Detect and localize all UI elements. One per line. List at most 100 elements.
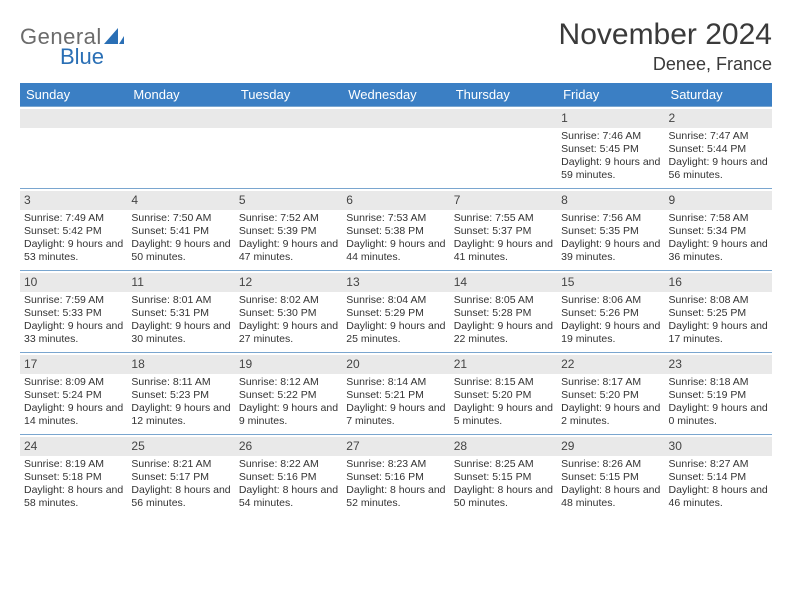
- calendar-cell: 29Sunrise: 8:26 AMSunset: 5:15 PMDayligh…: [557, 435, 664, 517]
- sunrise-line: Sunrise: 8:17 AM: [561, 376, 660, 389]
- calendar-week-row: 3 Sunrise: 7:49 AMSunset: 5:42 PM Daylight…: [20, 189, 772, 271]
- calendar-cell: 23Sunrise: 8:18 AMSunset: 5:19 PMDayligh…: [665, 353, 772, 435]
- sunset-line: Sunset: 5:33 PM: [24, 307, 123, 320]
- calendar-table: Sunday Monday Tuesday Wednesday Thursday…: [20, 83, 772, 517]
- daylight-line: Daylight: 9 hours and 17 minutes.: [669, 320, 768, 346]
- day-detail: Sunrise: 8:04 AMSunset: 5:29 PMDaylight:…: [346, 294, 445, 347]
- sunrise-line: Sunrise: 7:56 AM: [561, 212, 660, 225]
- sunset-line: Sunset: 5:37 PM: [454, 225, 553, 238]
- col-tuesday: Tuesday: [235, 83, 342, 107]
- calendar-cell: 27Sunrise: 8:23 AMSunset: 5:16 PMDayligh…: [342, 435, 449, 517]
- title-month-year: November 2024: [559, 18, 772, 52]
- sunrise-line: Sunrise: 8:15 AM: [454, 376, 553, 389]
- daylight-line: Daylight: 8 hours and 58 minutes.: [24, 484, 123, 510]
- calendar-cell: 7Sunrise: 7:55 AMSunset: 5:37 PMDaylight…: [450, 189, 557, 271]
- title-location: Denee, France: [559, 54, 772, 75]
- daylight-line: Daylight: 9 hours and 27 minutes.: [239, 320, 338, 346]
- sunset-line: Sunset: 5:16 PM: [239, 471, 338, 484]
- sunset-line: Sunset: 5:45 PM: [561, 143, 660, 156]
- brand-text: General Blue: [20, 24, 124, 70]
- sunrise-line: Sunrise: 7:46 AM: [561, 130, 660, 143]
- sunrise-line: Sunrise: 8:05 AM: [454, 294, 553, 307]
- sunset-line: Sunset: 5:14 PM: [669, 471, 768, 484]
- day-number: 18: [127, 355, 234, 374]
- calendar-cell: 18 Sunrise: 8:11 AMSunset: 5:23 PMDayligh…: [127, 353, 234, 435]
- day-number: 21: [450, 355, 557, 374]
- day-detail: Sunrise: 7:55 AMSunset: 5:37 PMDaylight:…: [454, 212, 553, 265]
- sunset-line: Sunset: 5:25 PM: [669, 307, 768, 320]
- day-detail: Sunrise: 8:14 AMSunset: 5:21 PMDaylight:…: [346, 376, 445, 429]
- day-number: 22: [557, 355, 664, 374]
- calendar-cell: 10 Sunrise: 7:59 AMSunset: 5:33 PMDayligh…: [20, 271, 127, 353]
- sunset-line: Sunset: 5:24 PM: [24, 389, 123, 402]
- calendar-cell: [342, 107, 449, 189]
- calendar-cell: 28Sunrise: 8:25 AMSunset: 5:15 PMDayligh…: [450, 435, 557, 517]
- day-number: 13: [342, 273, 449, 292]
- col-friday: Friday: [557, 83, 664, 107]
- sunrise-line: Sunrise: 8:21 AM: [131, 458, 230, 471]
- day-detail: Sunrise: 8:15 AMSunset: 5:20 PMDaylight:…: [454, 376, 553, 429]
- daylight-line: Daylight: 9 hours and 9 minutes.: [239, 402, 338, 428]
- daylight-line: Daylight: 9 hours and 56 minutes.: [669, 156, 768, 182]
- sunrise-line: Sunrise: 8:01 AM: [131, 294, 230, 307]
- day-detail: Sunrise: 8:12 AMSunset: 5:22 PMDaylight:…: [239, 376, 338, 429]
- daylight-line: Daylight: 9 hours and 36 minutes.: [669, 238, 768, 264]
- day-number: 2: [665, 109, 772, 128]
- sunrise-line: Sunrise: 7:49 AM: [24, 212, 123, 225]
- sunset-line: Sunset: 5:44 PM: [669, 143, 768, 156]
- daylight-line: Daylight: 9 hours and 2 minutes.: [561, 402, 660, 428]
- calendar-cell: 1Sunrise: 7:46 AMSunset: 5:45 PMDaylight…: [557, 107, 664, 189]
- sunrise-line: Sunrise: 8:19 AM: [24, 458, 123, 471]
- sunset-line: Sunset: 5:20 PM: [561, 389, 660, 402]
- daylight-line: Daylight: 9 hours and 50 minutes.: [131, 238, 230, 264]
- day-number: 10: [20, 273, 127, 292]
- sail-icon: [104, 24, 124, 50]
- daylight-line: Daylight: 9 hours and 39 minutes.: [561, 238, 660, 264]
- calendar-cell: [235, 107, 342, 189]
- calendar-cell: 16Sunrise: 8:08 AMSunset: 5:25 PMDayligh…: [665, 271, 772, 353]
- col-thursday: Thursday: [450, 83, 557, 107]
- calendar-cell: 3Sunrise: 7:49 AMSunset: 5:42 PMDaylight…: [20, 189, 127, 271]
- day-number-blank: [127, 109, 234, 128]
- calendar-cell: 5Sunrise: 7:52 AMSunset: 5:39 PMDaylight…: [235, 189, 342, 271]
- calendar-cell: 26Sunrise: 8:22 AMSunset: 5:16 PMDayligh…: [235, 435, 342, 517]
- sunrise-line: Sunrise: 8:04 AM: [346, 294, 445, 307]
- day-detail: Sunrise: 8:02 AMSunset: 5:30 PMDaylight:…: [239, 294, 338, 347]
- day-number: 26: [235, 437, 342, 456]
- daylight-line: Daylight: 9 hours and 41 minutes.: [454, 238, 553, 264]
- calendar-cell: [127, 107, 234, 189]
- day-number: 17: [20, 355, 127, 374]
- day-number: 14: [450, 273, 557, 292]
- day-detail: Sunrise: 8:19 AMSunset: 5:18 PMDaylight:…: [24, 458, 123, 511]
- calendar-cell: 2Sunrise: 7:47 AMSunset: 5:44 PMDaylight…: [665, 107, 772, 189]
- sunset-line: Sunset: 5:21 PM: [346, 389, 445, 402]
- day-number: 3: [20, 191, 127, 210]
- daylight-line: Daylight: 9 hours and 7 minutes.: [346, 402, 445, 428]
- page-header: General Blue November 2024 Denee, France: [20, 18, 772, 75]
- sunset-line: Sunset: 5:35 PM: [561, 225, 660, 238]
- day-detail: Sunrise: 7:53 AMSunset: 5:38 PMDaylight:…: [346, 212, 445, 265]
- col-monday: Monday: [127, 83, 234, 107]
- daylight-line: Daylight: 9 hours and 5 minutes.: [454, 402, 553, 428]
- calendar-cell: 19Sunrise: 8:12 AMSunset: 5:22 PMDayligh…: [235, 353, 342, 435]
- day-detail: Sunrise: 7:59 AMSunset: 5:33 PMDaylight:…: [24, 294, 123, 347]
- day-number: 8: [557, 191, 664, 210]
- sunset-line: Sunset: 5:17 PM: [131, 471, 230, 484]
- sunrise-line: Sunrise: 8:23 AM: [346, 458, 445, 471]
- calendar-cell: 11Sunrise: 8:01 AMSunset: 5:31 PMDayligh…: [127, 271, 234, 353]
- calendar-cell: [20, 107, 127, 189]
- day-detail: Sunrise: 8:11 AMSunset: 5:23 PMDaylight:…: [131, 376, 230, 429]
- sunset-line: Sunset: 5:30 PM: [239, 307, 338, 320]
- day-detail: Sunrise: 7:56 AMSunset: 5:35 PMDaylight:…: [561, 212, 660, 265]
- title-block: November 2024 Denee, France: [559, 18, 772, 75]
- sunset-line: Sunset: 5:42 PM: [24, 225, 123, 238]
- sunrise-line: Sunrise: 8:12 AM: [239, 376, 338, 389]
- day-detail: Sunrise: 7:46 AMSunset: 5:45 PMDaylight:…: [561, 130, 660, 183]
- day-detail: Sunrise: 8:17 AMSunset: 5:20 PMDaylight:…: [561, 376, 660, 429]
- day-detail: Sunrise: 8:06 AMSunset: 5:26 PMDaylight:…: [561, 294, 660, 347]
- daylight-line: Daylight: 8 hours and 56 minutes.: [131, 484, 230, 510]
- day-detail: Sunrise: 7:50 AMSunset: 5:41 PMDaylight:…: [131, 212, 230, 265]
- col-saturday: Saturday: [665, 83, 772, 107]
- col-wednesday: Wednesday: [342, 83, 449, 107]
- calendar-page: General Blue November 2024 Denee, France…: [0, 0, 792, 527]
